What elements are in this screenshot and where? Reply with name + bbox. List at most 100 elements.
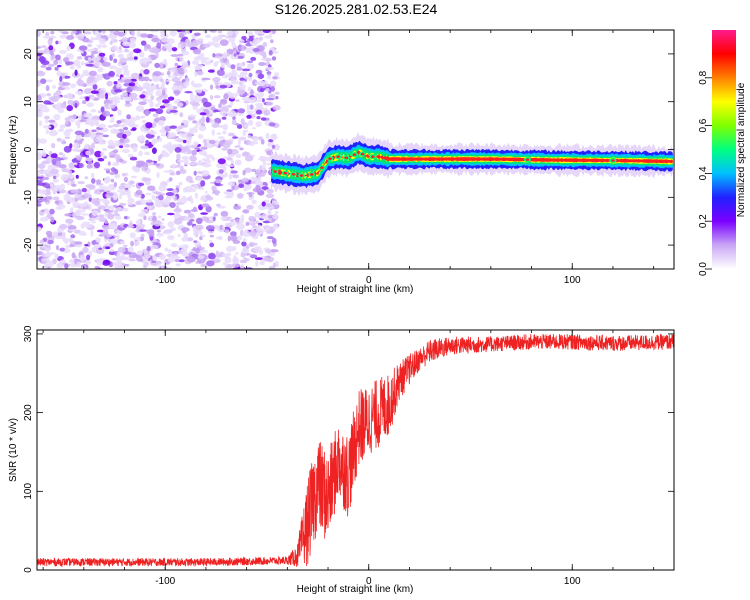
noise-speckle [47,38,53,46]
noise-speckle [248,63,254,69]
noise-speckle [175,56,179,62]
noise-speckle [240,264,245,269]
noise-speckle [69,143,73,149]
noise-speckle [37,82,42,86]
noise-speckle [138,213,146,217]
noise-speckle [138,182,145,187]
noise-speckle [63,145,72,153]
noise-speckle [43,107,50,113]
noise-speckle [250,181,257,184]
snr-y-tick-label: 200 [23,404,34,421]
noise-speckle [237,192,244,199]
noise-speckle [72,201,80,207]
noise-speckle [133,56,138,60]
noise-speckle [127,202,134,206]
noise-speckle [90,230,94,237]
noise-speckle [216,162,225,169]
noise-speckle [43,176,50,180]
noise-speckle [75,90,84,95]
noise-speckle [82,37,90,43]
noise-speckle [233,205,242,210]
noise-speckle [58,49,67,54]
noise-speckle [122,133,127,139]
noise-speckle [59,124,66,129]
noise-speckle [136,255,144,262]
noise-speckle [196,177,202,181]
noise-speckle [167,96,175,101]
noise-speckle [106,205,115,210]
noise-speckle [89,96,95,101]
noise-speckle [157,215,162,219]
noise-speckle [249,142,254,146]
noise-speckle [107,161,111,166]
noise-speckle [199,249,208,254]
noise-speckle [172,188,178,194]
noise-speckle [235,154,242,158]
noise-speckle [237,108,246,114]
noise-speckle [212,77,221,83]
noise-speckle [158,98,161,106]
noise-speckle [217,225,220,232]
spectrogram-y-tick-label: 20 [23,48,34,60]
noise-speckle [223,191,230,195]
noise-speckle [274,72,279,78]
noise-speckle [246,110,254,115]
noise-speckle [37,163,41,167]
noise-speckle [78,74,84,79]
noise-speckle [74,215,82,219]
noise-speckle [174,137,182,142]
noise-speckle [174,62,179,67]
noise-speckle [255,260,259,267]
ridge-blob-core [352,153,357,156]
noise-speckle [176,204,180,211]
noise-speckle [74,102,78,109]
noise-speckle [140,233,145,238]
noise-speckle [226,263,233,269]
noise-speckle [257,224,262,229]
noise-speckle [45,85,50,92]
snr-x-tick-label: -100 [155,576,175,587]
noise-speckle [58,204,66,210]
noise-speckle [150,30,159,33]
noise-speckle [91,56,101,62]
noise-speckle [96,44,103,47]
spectrogram-y-tick-label: 10 [23,96,34,108]
noise-speckle [96,34,101,40]
colorbar-tick-label: 0.8 [698,70,709,84]
noise-speckle [106,80,113,87]
noise-speckle [266,239,272,243]
noise-speckle [194,94,199,98]
noise-speckle [119,57,128,64]
noise-speckle [218,107,222,111]
noise-speckle [169,202,176,208]
noise-speckle [81,115,85,122]
noise-speckle [139,51,145,58]
noise-speckle [122,41,132,47]
noise-speckle [197,160,203,166]
noise-speckle [214,189,220,196]
ridge-blob-core [309,173,314,176]
noise-speckle [123,79,132,84]
noise-speckle [262,42,268,47]
noise-speckle [101,147,108,152]
noise-speckle [118,195,123,200]
noise-speckle [142,90,146,94]
noise-speckle [95,130,100,134]
noise-speckle [148,108,157,112]
noise-speckle [61,232,66,237]
noise-speckle [47,234,53,238]
noise-speckle [100,151,105,157]
noise-speckle [223,93,229,100]
noise-speckle [184,91,193,94]
noise-speckle [178,132,185,136]
noise-speckle [164,230,172,235]
ridge-blob-core [283,171,288,175]
noise-speckle [178,85,183,92]
noise-speckle [105,176,111,183]
noise-speckle [183,68,188,74]
noise-speckle [46,92,52,97]
noise-speckle [225,245,235,252]
noise-speckle [59,34,67,39]
noise-speckle [260,213,268,220]
noise-speckle [97,66,104,73]
